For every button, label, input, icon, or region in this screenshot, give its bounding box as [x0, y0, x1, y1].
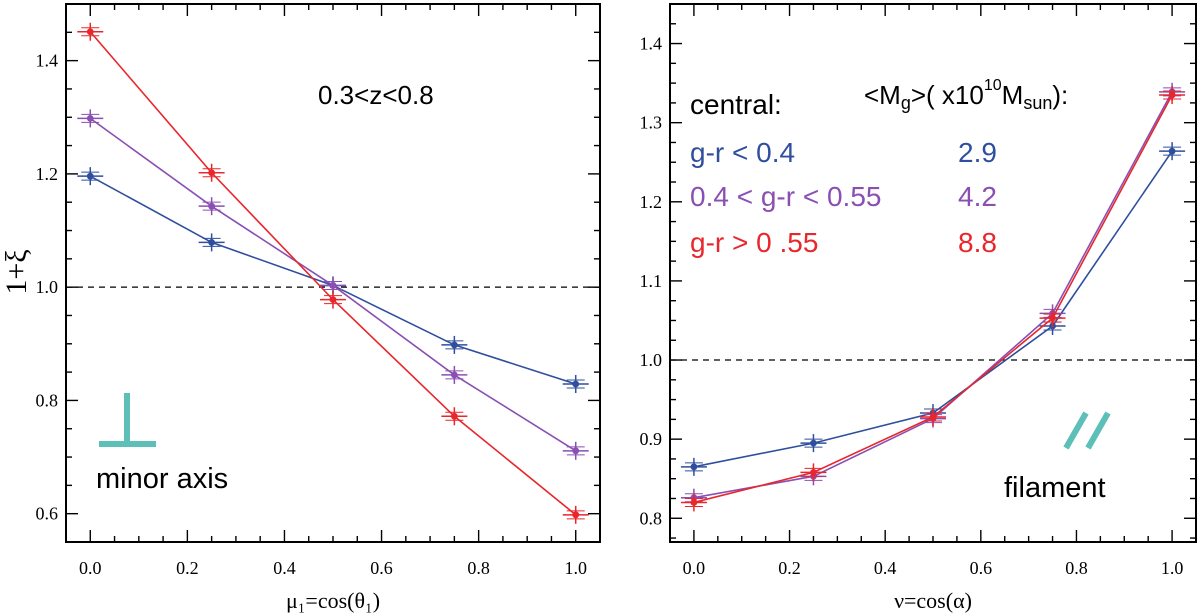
x-tick-label: 0.8	[467, 558, 490, 578]
x-axis-label: ν=cos(α)	[894, 588, 972, 613]
legend-label-red: g-r > 0 .55	[690, 227, 818, 258]
legend-label-blue: g-r < 0.4	[690, 137, 795, 168]
y-tick-label: 0.9	[640, 429, 663, 449]
legend-mass-blue: 2.9	[958, 137, 997, 168]
legend-mass-red: 8.8	[958, 227, 997, 258]
x-tick-label: 1.0	[1161, 558, 1184, 578]
x-tick-label: 0.6	[970, 558, 993, 578]
x-tick-label: 0.2	[778, 558, 801, 578]
data-point	[562, 374, 589, 393]
y-tick-label: 1.4	[640, 34, 663, 54]
data-point	[77, 109, 104, 128]
data-point	[320, 290, 346, 309]
data-point	[1039, 309, 1066, 328]
data-point	[198, 233, 225, 252]
x-tick-label: 0.0	[683, 558, 706, 578]
x-tick-label: 0.6	[370, 558, 393, 578]
y-tick-label: 1.4	[36, 51, 59, 71]
y-tick-label: 0.8	[36, 390, 59, 410]
data-point	[77, 22, 104, 41]
data-point	[680, 493, 707, 512]
data-point	[1159, 85, 1186, 104]
filament-label: filament	[1004, 472, 1106, 504]
x-tick-label: 1.0	[564, 558, 587, 578]
legend-label-purple: 0.4 < g-r < 0.55	[690, 181, 881, 212]
data-point	[198, 197, 225, 216]
y-tick-label: 1.2	[640, 192, 663, 212]
legend-header: central:	[690, 89, 782, 120]
x-tick-label: 0.4	[273, 558, 296, 578]
data-point	[441, 407, 468, 426]
data-point	[800, 463, 827, 482]
y-tick-label: 1.3	[640, 113, 663, 133]
data-point	[562, 505, 589, 524]
data-point	[1159, 142, 1186, 161]
x-tick-label: 0.0	[79, 558, 102, 578]
legend: central: <Mg>( x1010Msun): g-r < 0.4 2.9…	[690, 77, 1068, 258]
minor-axis-label: minor axis	[96, 463, 228, 495]
data-point	[800, 434, 827, 453]
mass-header: <Mg>( x1010Msun):	[864, 77, 1068, 113]
x-tick-label: 0.4	[874, 558, 897, 578]
data-point	[77, 167, 104, 186]
redshift-annotation: 0.3<z<0.8	[318, 80, 434, 110]
y-tick-label: 1.1	[640, 271, 663, 291]
y-tick-label: 0.6	[36, 504, 59, 524]
x-axis-label: μ₁=cos(θ₁)	[286, 588, 380, 613]
data-point	[680, 457, 707, 476]
right-panel: 0.0 0.2 0.4 0.6 0.8 1.00.80.91.01.11.21.31.4 …	[640, 3, 1197, 613]
y-axis-label: 1+ξ	[0, 249, 33, 294]
data-point	[920, 407, 946, 426]
legend-mass-purple: 4.2	[958, 181, 997, 212]
data-point	[441, 365, 468, 384]
y-tick-label: 0.8	[640, 508, 663, 528]
x-tick-label: 0.8	[1065, 558, 1088, 578]
data-point	[441, 335, 468, 354]
left-panel: 0.0 0.2 0.4 0.6 0.8 1.0 0.6 0.8 1.0 1.2 1.4 1+ξ μ₁…	[0, 3, 601, 613]
y-tick-label: 1.0	[640, 350, 663, 370]
y-tick-label: 1.0	[36, 277, 59, 297]
data-point	[562, 441, 589, 460]
data-point	[198, 163, 225, 182]
y-tick-label: 1.2	[36, 164, 59, 184]
parallel-icon	[1063, 411, 1111, 450]
perpendicular-icon	[99, 393, 156, 447]
x-tick-label: 0.2	[176, 558, 199, 578]
